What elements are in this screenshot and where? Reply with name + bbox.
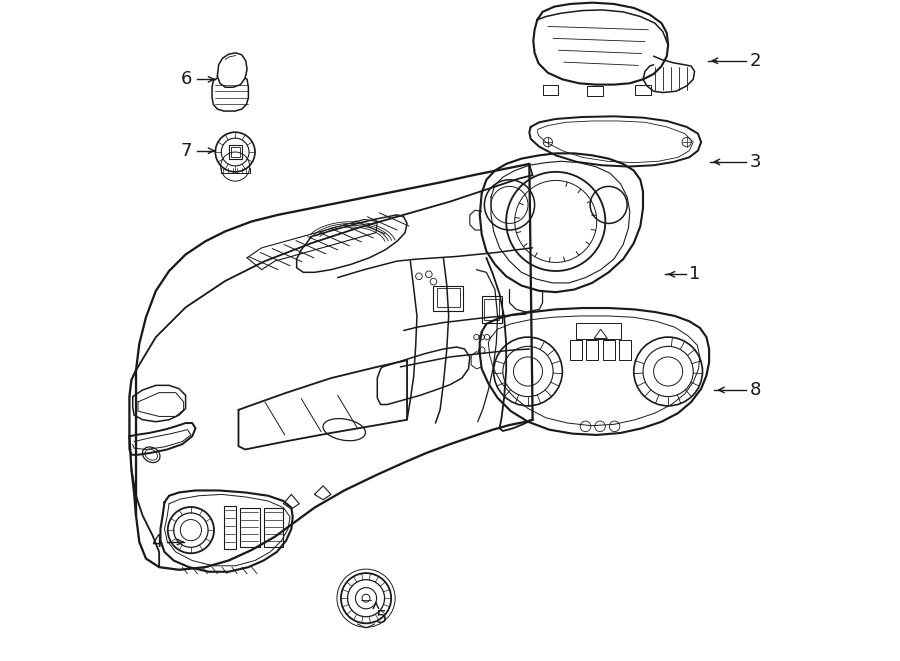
Bar — [224, 506, 236, 549]
Bar — [619, 340, 631, 360]
Text: 8: 8 — [750, 381, 760, 399]
Bar — [635, 85, 651, 95]
Bar — [434, 286, 464, 311]
Bar — [576, 323, 620, 339]
Bar — [482, 296, 501, 323]
Bar — [230, 147, 239, 157]
Text: 2: 2 — [750, 52, 760, 70]
Bar — [586, 340, 598, 360]
Text: 7: 7 — [181, 141, 193, 160]
Text: 6: 6 — [181, 70, 193, 89]
Bar — [484, 299, 499, 320]
Bar — [588, 86, 603, 96]
Bar — [229, 145, 242, 159]
Text: 1: 1 — [689, 265, 701, 284]
Bar — [543, 85, 558, 95]
Bar — [570, 340, 581, 360]
Bar — [239, 508, 259, 547]
Bar — [436, 288, 460, 307]
Bar — [603, 340, 615, 360]
Text: 4: 4 — [151, 533, 163, 551]
Text: 5: 5 — [376, 609, 388, 627]
Bar — [264, 508, 284, 547]
Text: 3: 3 — [750, 153, 760, 171]
